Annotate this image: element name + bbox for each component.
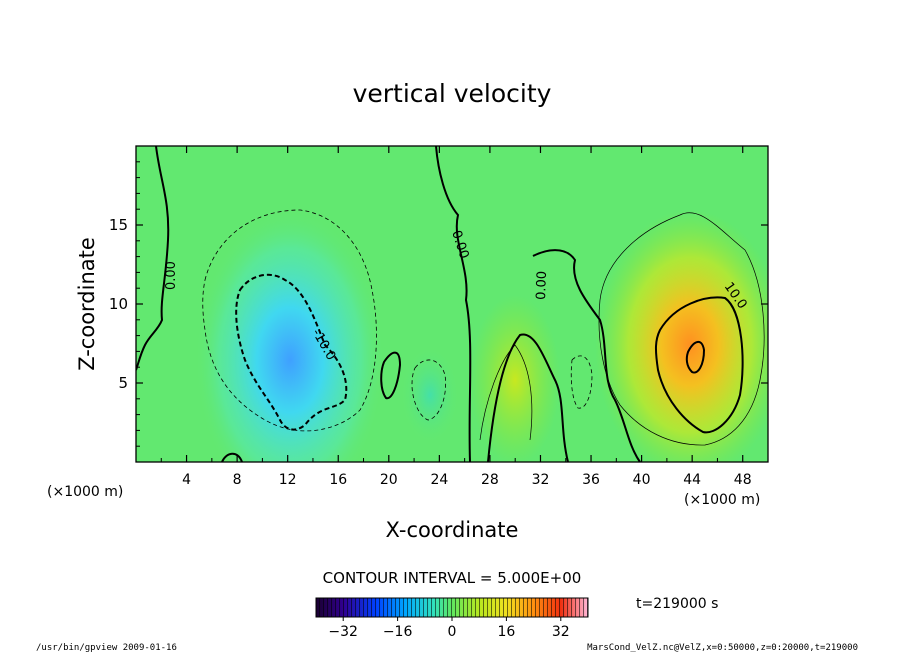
updraft-contour-10 xyxy=(654,296,744,434)
x-tick-label: 8 xyxy=(233,472,242,488)
y-tick-label: 10 xyxy=(109,295,128,313)
updraft-weak-region xyxy=(470,295,560,462)
zero-contour-center xyxy=(435,146,472,462)
x-tick-label: 20 xyxy=(380,472,398,488)
x-tick-label: 48 xyxy=(734,472,752,488)
x-tick-label: 16 xyxy=(329,472,347,488)
zero-contour-left xyxy=(136,146,170,371)
zero-contour-small-1 xyxy=(380,351,402,400)
y-tick-label: 5 xyxy=(118,374,128,392)
updraft-contour-20 xyxy=(685,341,706,374)
downdraft-contour-small xyxy=(411,359,447,421)
colorbar-tick-label: 0 xyxy=(448,624,457,640)
footer-right: MarsCond_VelZ.nc@VelZ,x=0:50000,z=0:2000… xyxy=(587,643,858,653)
updraft-contour-5 xyxy=(598,212,765,446)
downdraft-contour-5 xyxy=(202,209,377,432)
chart-title: vertical velocity xyxy=(353,79,552,108)
x-unit-label-left: (×1000 m) xyxy=(47,484,123,500)
downdraft-region xyxy=(195,210,385,462)
x-axis-label: X-coordinate xyxy=(386,518,519,542)
contour-label-zero-left: 0.00 xyxy=(164,261,179,290)
x-tick-label: 40 xyxy=(633,472,651,488)
colorbar-tick-label: 32 xyxy=(552,624,570,640)
zero-contour-small-2 xyxy=(221,452,243,462)
plot-area: 0.00 0.00 0.00 -10.0 10.0 xyxy=(136,146,768,462)
colorbar-ticks: −32 −16 0 16 32 xyxy=(328,617,570,640)
x-tick-label: 28 xyxy=(481,472,499,488)
y-axis-label: Z-coordinate xyxy=(75,237,99,371)
x-tick-label: 24 xyxy=(430,472,448,488)
x-unit-label-right: (×1000 m) xyxy=(684,492,760,508)
time-label: t=219000 s xyxy=(636,596,718,612)
x-tick-label: 32 xyxy=(532,472,550,488)
zero-contour-inner xyxy=(487,333,569,462)
downdraft-contour-small-2 xyxy=(570,355,593,409)
x-tick-label: 36 xyxy=(582,472,600,488)
footer-left: /usr/bin/gpview 2009-01-16 xyxy=(36,643,177,653)
y-axis-ticks: 5 10 15 xyxy=(109,161,768,447)
contour-label-zero-right: 0.00 xyxy=(534,271,550,300)
updraft-region xyxy=(595,210,768,462)
colorbar-stripes xyxy=(316,598,588,617)
x-tick-label: 44 xyxy=(683,472,701,488)
downdraft-contour-10 xyxy=(235,273,348,431)
y-tick-label: 15 xyxy=(109,216,128,234)
contour-interval-label: CONTOUR INTERVAL = 5.000E+00 xyxy=(323,569,582,587)
updraft-contour-weak xyxy=(479,344,533,441)
x-tick-label: 4 xyxy=(182,472,191,488)
colorbar-tick-label: −16 xyxy=(383,624,413,640)
colorbar: −32 −16 0 16 32 xyxy=(315,597,589,640)
x-axis-ticks: 4 8 12 16 20 24 28 32 36 40 44 48 xyxy=(160,146,752,488)
zero-contour-right xyxy=(532,249,641,462)
x-tick-label: 12 xyxy=(279,472,297,488)
downdraft-weak-region xyxy=(400,345,460,445)
colorbar-tick-label: 16 xyxy=(497,624,515,640)
colorbar-tick-label: −32 xyxy=(328,624,358,640)
